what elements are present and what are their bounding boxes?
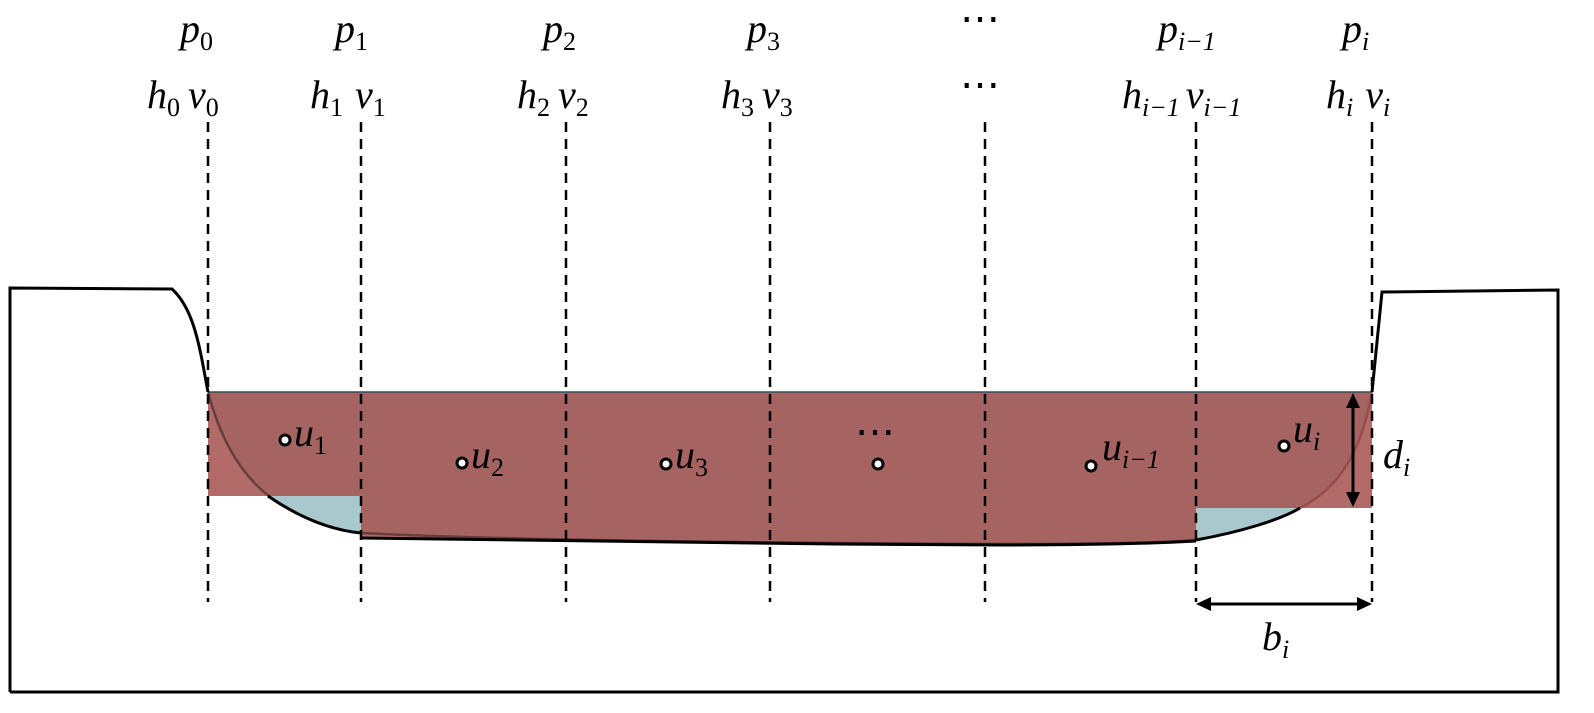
label-h2-v2: h2 v2 [517, 72, 589, 122]
channel-outline [8, 286, 210, 692]
velocity-labels: u1 u2 u3 ⋯ ui−1 ui [294, 406, 1320, 482]
velocity-point-i-1 [1084, 459, 1098, 473]
velocity-points [278, 433, 1291, 473]
riverbed-right [1195, 506, 1301, 542]
label-u3: u3 [675, 432, 708, 482]
label-p0: p0 [177, 6, 213, 56]
subsection-middle [361, 392, 1196, 545]
riverbed-middle-visible [360, 536, 1197, 547]
label-p-i: pi [1339, 6, 1369, 56]
right-bank [10, 288, 1560, 694]
subsections [208, 392, 1372, 545]
velocity-point-ellipsis [871, 457, 885, 471]
riverbed-left [267, 494, 362, 535]
label-p3: p3 [744, 6, 780, 56]
velocity-point-3 [659, 457, 673, 471]
depth-dimension: di [1346, 393, 1410, 507]
vertical-divisions [206, 122, 1374, 602]
label-h3-v3: h3 v3 [721, 72, 793, 122]
label-ellipsis-second: ⋯ [960, 62, 1000, 107]
label-h0-v0: h0 v0 [147, 72, 219, 122]
label-p1: p1 [332, 6, 368, 56]
label-h-i-1-v-i-1: hi−1 vi−1 [1122, 72, 1241, 122]
label-d-i: di [1383, 432, 1410, 482]
label-u2: u2 [471, 432, 504, 482]
velocity-point-1 [278, 433, 292, 447]
label-h-i-v-i: hi vi [1326, 72, 1390, 122]
label-u1: u1 [294, 410, 327, 460]
point-labels: p0 p1 p2 p3 ⋯ pi−1 pi [177, 0, 1369, 56]
label-u-i-1: ui−1 [1102, 424, 1160, 474]
label-u-i: ui [1293, 406, 1320, 456]
label-ellipsis-top: ⋯ [960, 0, 1000, 41]
label-p-i-1: pi−1 [1155, 6, 1216, 56]
label-p2: p2 [540, 6, 576, 56]
width-dimension: bi [1196, 597, 1372, 664]
riverbed-right-submerged [1299, 391, 1374, 510]
label-u-ellipsis: ⋯ [855, 409, 895, 454]
velocity-point-i [1277, 439, 1291, 453]
label-b-i: bi [1262, 614, 1289, 664]
label-h1-v1: h1 v1 [310, 72, 386, 122]
depth-velocity-labels: h0 v0 h1 v1 h2 v2 h3 v3 ⋯ hi−1 vi−1 hi vi [147, 62, 1390, 122]
velocity-point-2 [455, 456, 469, 470]
